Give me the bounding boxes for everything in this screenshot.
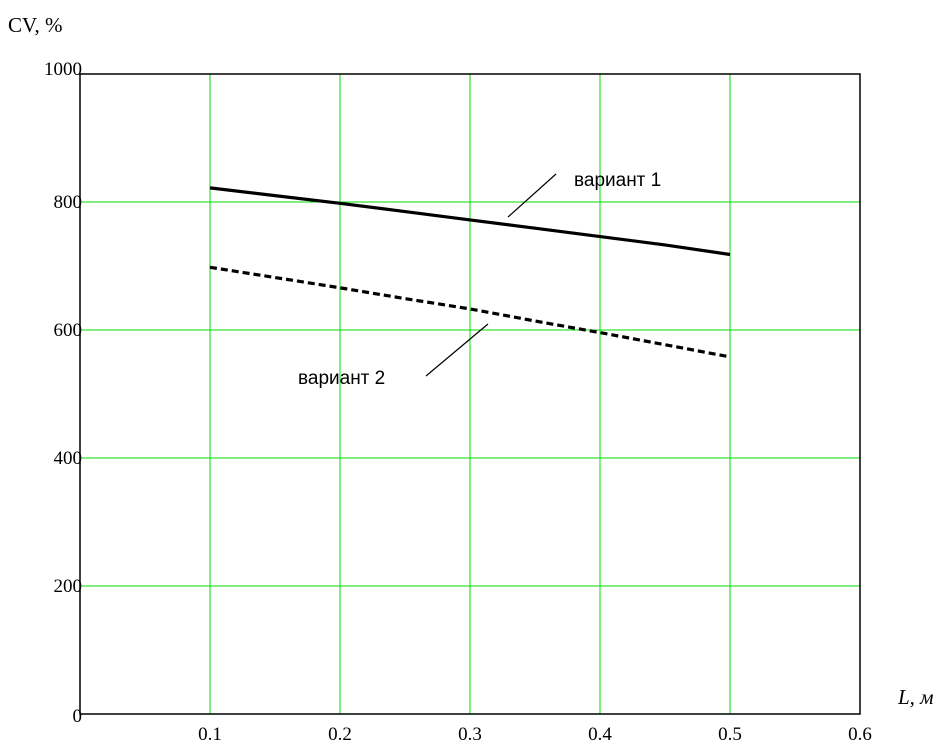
y-tick-label: 400 [54, 448, 83, 469]
series-label-1: вариант 1 [574, 170, 661, 191]
x-tick-label: 0.1 [198, 724, 222, 745]
x-tick-label: 0.3 [458, 724, 482, 745]
grid-lines [80, 74, 860, 714]
tick-labels: 0.1 0.2 0.3 0.4 0.5 0.6 0 200 400 600 800 1000 [44, 59, 872, 745]
leader-line-2 [425, 323, 489, 377]
y-tick-label: 0 [73, 706, 83, 727]
x-tick-label: 0.5 [718, 724, 742, 745]
series-annotations: вариант 1 вариант 2 [298, 170, 661, 389]
series-label-2: вариант 2 [298, 368, 385, 389]
leader-line-1 [507, 173, 557, 218]
y-tick-label: 1000 [44, 59, 82, 80]
series-line-1 [209, 186, 731, 257]
y-tick-label: 200 [54, 576, 83, 597]
x-tick-label: 0.4 [588, 724, 612, 745]
y-axis-title: CV, % [8, 13, 62, 37]
x-tick-label: 0.6 [848, 724, 872, 745]
x-tick-label: 0.2 [328, 724, 352, 745]
y-tick-label: 600 [54, 320, 83, 341]
x-axis-title: L, м [897, 685, 934, 709]
series-lines [209, 186, 731, 359]
y-tick-label: 800 [54, 192, 83, 213]
plot-frame [79, 73, 861, 715]
